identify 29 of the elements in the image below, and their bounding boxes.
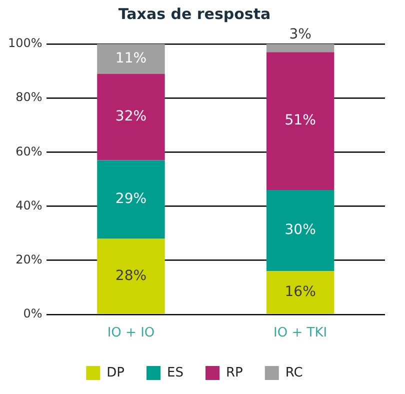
bar [266,190,334,272]
data-label: 29% [115,191,147,208]
data-label: 16% [284,284,316,300]
y-tick-label: 0% [23,306,42,321]
y-tick-label: 60% [16,144,42,158]
legend-label: ES [167,365,184,380]
legend-label: RC [285,365,303,380]
data-label: 28% [115,268,147,284]
legend-label: DP [106,365,125,380]
data-label: 32% [115,108,147,125]
bar [266,52,334,190]
bar [97,44,165,74]
bar [266,44,334,52]
bar [97,74,165,160]
data-label: 3% [289,26,312,43]
legend-label: RP [226,365,244,380]
bar [266,271,334,314]
y-tick-label: 40% [16,198,42,212]
bar [97,238,165,314]
bar [97,160,165,239]
y-tick-label: 20% [16,252,42,266]
data-label: 51% [284,112,316,129]
y-tick-label: 80% [16,90,42,104]
x-tick-label: IO + IO [107,326,155,341]
data-label: 30% [284,222,316,238]
chart-title: Taxas de resposta [118,4,271,23]
x-tick-label: IO + TKI [274,326,328,341]
data-label: 11% [115,50,147,67]
y-tick-label: 100% [8,36,42,50]
